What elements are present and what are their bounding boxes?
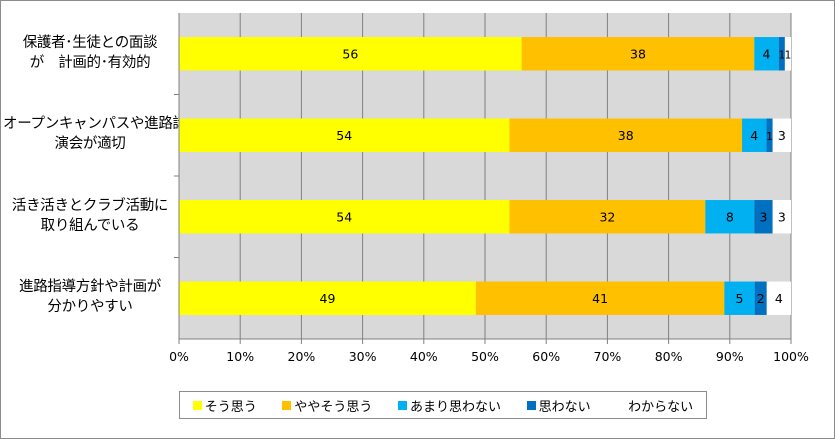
legend-label-4: 思わない — [538, 399, 591, 415]
data-label-c2-s3: 4 — [750, 128, 758, 143]
bar-c2-s4 — [766, 118, 773, 152]
bar-c4-s3 — [724, 281, 755, 315]
bar-c3-s1 — [179, 200, 510, 234]
data-label-c4-s1: 49 — [320, 291, 336, 306]
legend-swatch-2 — [282, 400, 292, 410]
category-label-2: オープンキャンパスや進路講 演会が適切 — [3, 114, 187, 154]
category-label-1: 保護者･生徒との面談 が 計画的･有効的 — [3, 33, 177, 73]
legend-swatch-4 — [526, 400, 536, 410]
legend-label-5: わからない — [628, 399, 694, 415]
data-label-c4-s4: 2 — [757, 291, 765, 306]
category-label-1-line-1: 保護者･生徒との面談 — [22, 35, 158, 51]
data-label-c3-s5: 3 — [778, 209, 786, 224]
category-label-4: 進路指導方針や計画が 分かりやすい — [3, 277, 177, 317]
category-label-1-line-2: が 計画的･有効的 — [29, 55, 151, 71]
x-tick-label-4: 40% — [410, 349, 438, 364]
bar-c4-s5 — [766, 281, 791, 315]
legend-item-1: そう思う — [192, 396, 257, 415]
data-label-c3-s2: 32 — [599, 209, 615, 224]
bar-c2-s1 — [179, 118, 510, 152]
bar-c1-s2 — [521, 37, 755, 71]
data-label-c4-s2: 41 — [592, 291, 608, 306]
x-tick-label-2: 20% — [288, 349, 316, 364]
x-tick-label-9: 90% — [716, 349, 744, 364]
bar-c3-s3 — [705, 200, 755, 234]
data-label-c3-s4: 3 — [759, 209, 767, 224]
category-label-2-line-2: 演会が適切 — [54, 136, 126, 152]
legend-item-3: あまり思わない — [397, 396, 501, 415]
data-label-c2-s4: 1 — [766, 131, 773, 143]
bar-c4-s2 — [475, 281, 725, 315]
category-label-4-line-1: 進路指導方針や計画が — [19, 279, 161, 295]
bar-c2-s2 — [509, 118, 743, 152]
x-tick-label-10: 100% — [773, 349, 809, 364]
bar-c1-s3 — [754, 37, 779, 71]
category-label-3-line-1: 活き活きとクラブ活動に — [11, 198, 169, 214]
data-label-c1-s2: 38 — [630, 46, 646, 61]
data-label-c1-s3: 4 — [763, 46, 771, 61]
legend-swatch-1 — [192, 400, 202, 410]
data-label-c4-s3: 5 — [736, 291, 744, 306]
bar-c3-s2 — [509, 200, 706, 234]
data-label-c1-s5: 1 — [785, 49, 792, 61]
legend-swatch-5 — [616, 400, 626, 410]
bar-c4-s4 — [754, 281, 767, 315]
data-label-c2-s5: 3 — [778, 128, 786, 143]
bar-c1-s4 — [778, 37, 785, 71]
bar-c4-s1 — [179, 281, 476, 315]
data-label-c3-s1: 54 — [336, 209, 352, 224]
category-label-2-line-1: オープンキャンパスや進路講 — [3, 116, 187, 132]
legend-item-5: わからない — [616, 396, 693, 415]
data-label-c2-s1: 54 — [336, 128, 352, 143]
x-tick-label-7: 70% — [594, 349, 622, 364]
data-label-c1-s1: 56 — [342, 46, 358, 61]
x-tick-label-6: 60% — [532, 349, 560, 364]
bar-c1-s1 — [179, 37, 522, 71]
legend: そう思う ややそう思う あまり思わない 思わない わからない — [179, 391, 707, 419]
legend-label-2: ややそう思う — [294, 399, 373, 415]
category-label-4-line-2: 分かりやすい — [47, 299, 133, 315]
bar-c2-s3 — [742, 118, 767, 152]
category-label-3: 活き活きとクラブ活動に 取り組んでいる — [3, 196, 177, 236]
bar-c3-s4 — [754, 200, 773, 234]
legend-label-3: あまり思わない — [409, 399, 501, 415]
bar-c1-s5 — [784, 37, 791, 71]
legend-swatch-3 — [397, 400, 407, 410]
x-tick-label-5: 50% — [471, 349, 499, 364]
x-tick-label-8: 80% — [655, 349, 683, 364]
legend-item-4: 思わない — [526, 396, 591, 415]
x-tick-label-3: 30% — [349, 349, 377, 364]
data-label-c3-s3: 8 — [726, 209, 734, 224]
data-label-c4-s5: 4 — [775, 291, 783, 306]
x-tick-label-1: 10% — [226, 349, 254, 364]
data-label-c2-s2: 38 — [618, 128, 634, 143]
data-label-c1-s4: 1 — [778, 49, 785, 61]
legend-item-2: ややそう思う — [282, 396, 372, 415]
bar-c2-s5 — [772, 118, 791, 152]
x-tick-label-0: 0% — [169, 349, 189, 364]
bar-c3-s5 — [772, 200, 791, 234]
legend-label-1: そう思う — [204, 399, 257, 415]
category-label-3-line-2: 取り組んでいる — [40, 218, 140, 234]
